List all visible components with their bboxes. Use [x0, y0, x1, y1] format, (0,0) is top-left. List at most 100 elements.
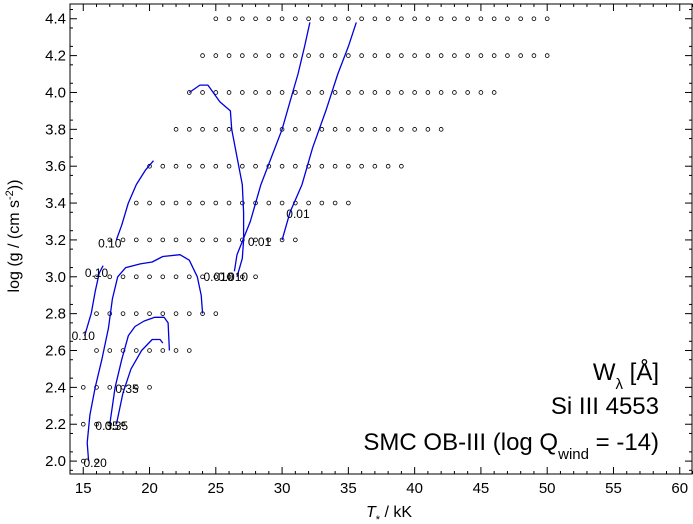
model-point	[240, 127, 245, 132]
model-point	[213, 127, 219, 132]
model-point	[253, 163, 258, 169]
model-point	[186, 237, 192, 243]
model-point	[160, 237, 166, 243]
contour-line	[115, 160, 154, 241]
model-point	[385, 53, 391, 58]
model-point	[200, 237, 205, 243]
x-tick-label: 30	[274, 480, 291, 497]
model-point	[293, 237, 298, 243]
model-point	[120, 311, 126, 316]
y-tick-label: 3.6	[45, 158, 66, 175]
model-point	[544, 53, 550, 58]
model-point	[226, 163, 232, 169]
plot-frame	[69, 3, 693, 475]
model-point	[332, 53, 338, 58]
model-point	[279, 163, 285, 169]
model-point	[160, 348, 166, 353]
model-point	[319, 90, 325, 95]
y-tick-label: 4.4	[45, 11, 66, 28]
model-point	[452, 90, 457, 95]
model-point	[518, 16, 523, 22]
model-point	[120, 274, 126, 280]
model-point	[505, 53, 510, 58]
model-point	[107, 274, 113, 280]
model-point	[293, 53, 298, 58]
model-point	[107, 237, 113, 243]
y-tick-label: 4.2	[45, 48, 66, 65]
x-tick-label: 55	[605, 480, 622, 497]
model-point	[346, 16, 351, 22]
model-point	[173, 200, 179, 206]
model-point	[293, 127, 298, 132]
model-point	[133, 200, 139, 206]
x-axis-title-symbol: T	[366, 504, 377, 521]
contour-line	[86, 254, 204, 462]
model-point	[279, 200, 285, 206]
model-point	[186, 163, 192, 169]
annotation-model-main: SMC OB-III (log Q	[363, 429, 558, 456]
model-point	[200, 53, 205, 58]
model-point	[332, 90, 338, 95]
x-tick-label: 20	[141, 480, 158, 497]
model-point	[372, 16, 378, 22]
model-point	[133, 385, 139, 390]
model-point	[412, 90, 417, 95]
model-point	[80, 458, 86, 464]
contour-label: 0.35	[115, 382, 139, 396]
model-point	[266, 16, 272, 22]
model-point	[425, 90, 431, 95]
model-point	[425, 53, 431, 58]
model-point	[94, 458, 99, 464]
model-point	[253, 16, 258, 22]
model-point	[186, 311, 192, 316]
contour-line	[90, 265, 104, 314]
model-point	[213, 200, 219, 206]
model-point	[240, 200, 245, 206]
x-tick-label: 40	[406, 480, 423, 497]
model-point	[133, 311, 139, 316]
model-point	[279, 53, 285, 58]
x-tick-label: 25	[207, 480, 224, 497]
model-point	[120, 421, 126, 427]
model-point	[478, 90, 484, 95]
model-point	[226, 200, 232, 206]
model-point	[531, 16, 537, 22]
model-point	[306, 200, 311, 206]
model-point	[372, 53, 378, 58]
model-point	[107, 385, 113, 390]
model-point	[253, 127, 258, 132]
model-point	[186, 127, 192, 132]
model-point	[80, 385, 86, 390]
annotation-model: SMC OB-III (log Qwind = -14)	[363, 429, 659, 463]
annotation-quantity-unit: [Å]	[623, 358, 659, 386]
x-axis-ticks: 15 20 25 30 35 40 45 50 55 60	[69, 4, 693, 497]
model-point	[399, 127, 404, 132]
model-point	[107, 348, 113, 353]
model-point	[94, 348, 99, 353]
y-axis-ticks: 2.0 2.2 2.4 2.6 2.8 3.0 3.2 3.4 3.6 3.8 4.0 4.2 4.4	[45, 9, 692, 471]
model-point	[518, 53, 523, 58]
model-point	[332, 16, 338, 22]
model-point	[186, 200, 192, 206]
model-point	[332, 200, 338, 206]
y-tick-label: 3.0	[45, 269, 66, 286]
x-tick-label: 45	[473, 480, 490, 497]
y-tick-label: 4.0	[45, 84, 66, 101]
model-point	[319, 127, 325, 132]
model-point	[346, 163, 351, 169]
model-point	[173, 311, 179, 316]
model-point	[213, 16, 219, 22]
model-point	[133, 348, 139, 353]
contour-label: 0.20	[84, 456, 108, 470]
model-point	[173, 274, 179, 280]
model-point	[478, 16, 484, 22]
model-point	[279, 16, 285, 22]
model-point	[226, 90, 232, 95]
model-grid-points	[80, 16, 550, 464]
model-point	[438, 53, 444, 58]
model-point	[200, 90, 205, 95]
model-point	[240, 16, 245, 22]
plot-border	[69, 3, 693, 475]
model-point	[465, 90, 470, 95]
